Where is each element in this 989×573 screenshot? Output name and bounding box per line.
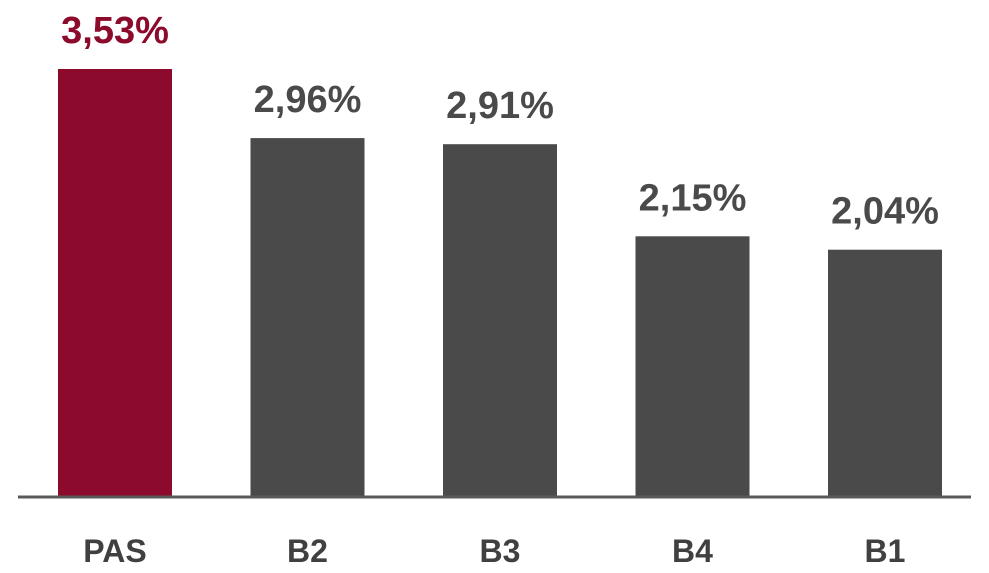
- value-labels: 3,53% 2,96% 2,91% 2,15% 2,04%: [61, 10, 939, 233]
- category-label-b2: B2: [287, 533, 328, 569]
- bar-b2: [250, 138, 365, 497]
- value-label-b1: 2,04%: [831, 191, 939, 233]
- category-label-b3: B3: [480, 533, 521, 569]
- value-label-b2: 2,96%: [254, 79, 362, 121]
- category-label-pas: PAS: [83, 533, 146, 569]
- bar-b1: [828, 249, 942, 497]
- value-label-b3: 2,91%: [446, 85, 554, 127]
- bar-pas: [58, 69, 172, 497]
- bar-b3: [443, 144, 557, 497]
- category-label-b4: B4: [672, 533, 713, 569]
- bar-b4: [635, 236, 750, 498]
- value-label-pas: 3,53%: [61, 10, 169, 52]
- category-label-b1: B1: [865, 533, 906, 569]
- bars: [58, 69, 942, 498]
- category-labels: PAS B2 B3 B4 B1: [83, 533, 905, 569]
- value-label-b4: 2,15%: [639, 177, 747, 219]
